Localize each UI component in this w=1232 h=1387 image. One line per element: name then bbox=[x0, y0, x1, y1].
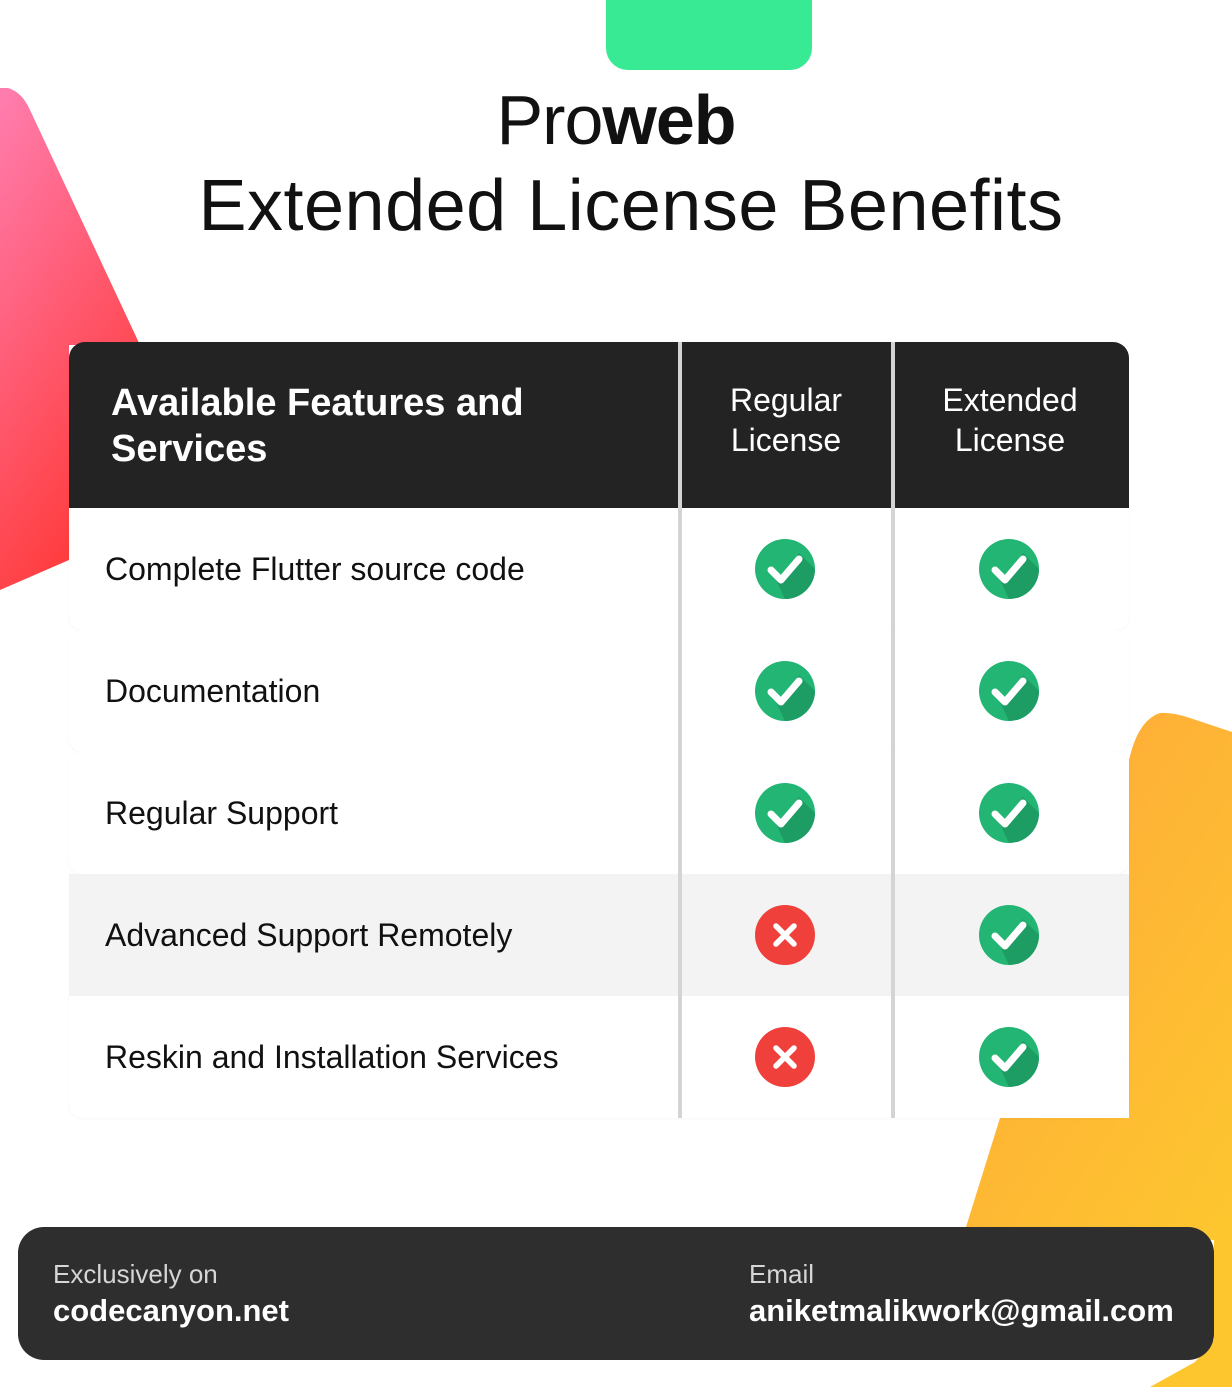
feature-label: Reskin and Installation Services bbox=[105, 1039, 559, 1075]
feature-label: Regular Support bbox=[105, 795, 339, 831]
column-divider bbox=[891, 342, 895, 1118]
check-circle-icon bbox=[755, 783, 815, 843]
brand-logo-text: Proweb bbox=[0, 80, 1232, 160]
check-circle-icon bbox=[979, 783, 1039, 843]
check-circle-icon bbox=[979, 539, 1039, 599]
check-circle-icon bbox=[979, 661, 1039, 721]
table-row: Complete Flutter source code bbox=[69, 508, 1129, 630]
cross-circle-icon bbox=[755, 1027, 815, 1087]
table-header: Available Features and Services Regular … bbox=[69, 342, 1129, 508]
cross-circle-icon bbox=[755, 905, 815, 965]
brand-bold: web bbox=[602, 81, 736, 159]
table-row: Documentation bbox=[69, 630, 1129, 752]
top-accent-tab bbox=[606, 0, 812, 70]
column-divider bbox=[678, 342, 682, 1118]
feature-label: Documentation bbox=[105, 673, 321, 709]
page-title: Extended License Benefits bbox=[198, 166, 1064, 246]
check-circle-icon bbox=[755, 539, 815, 599]
check-circle-icon bbox=[755, 661, 815, 721]
check-circle-icon bbox=[979, 905, 1039, 965]
email-caption: Email bbox=[749, 1259, 815, 1289]
table-row: Advanced Support Remotely bbox=[69, 874, 1129, 996]
marketplace-caption: Exclusively on bbox=[53, 1259, 218, 1289]
marketplace-link[interactable]: codecanyon.net bbox=[53, 1293, 289, 1328]
footer-bar: Exclusively on codecanyon.net Email anik… bbox=[18, 1227, 1214, 1360]
feature-label: Advanced Support Remotely bbox=[105, 917, 513, 953]
regular-license-column-header: Regular License bbox=[729, 382, 843, 458]
table-row: Reskin and Installation Services bbox=[69, 996, 1129, 1118]
extended-license-column-header: Extended License bbox=[942, 382, 1078, 458]
brand-light: Pro bbox=[496, 81, 603, 159]
features-column-header: Available Features and Services bbox=[111, 382, 524, 470]
features-table-body: Complete Flutter source code Documentati… bbox=[69, 508, 1129, 1118]
table-row: Regular Support bbox=[69, 752, 1129, 874]
email-link[interactable]: aniketmalikwork@gmail.com bbox=[749, 1293, 1174, 1328]
check-circle-icon bbox=[979, 1027, 1039, 1087]
feature-label: Complete Flutter source code bbox=[105, 551, 525, 587]
